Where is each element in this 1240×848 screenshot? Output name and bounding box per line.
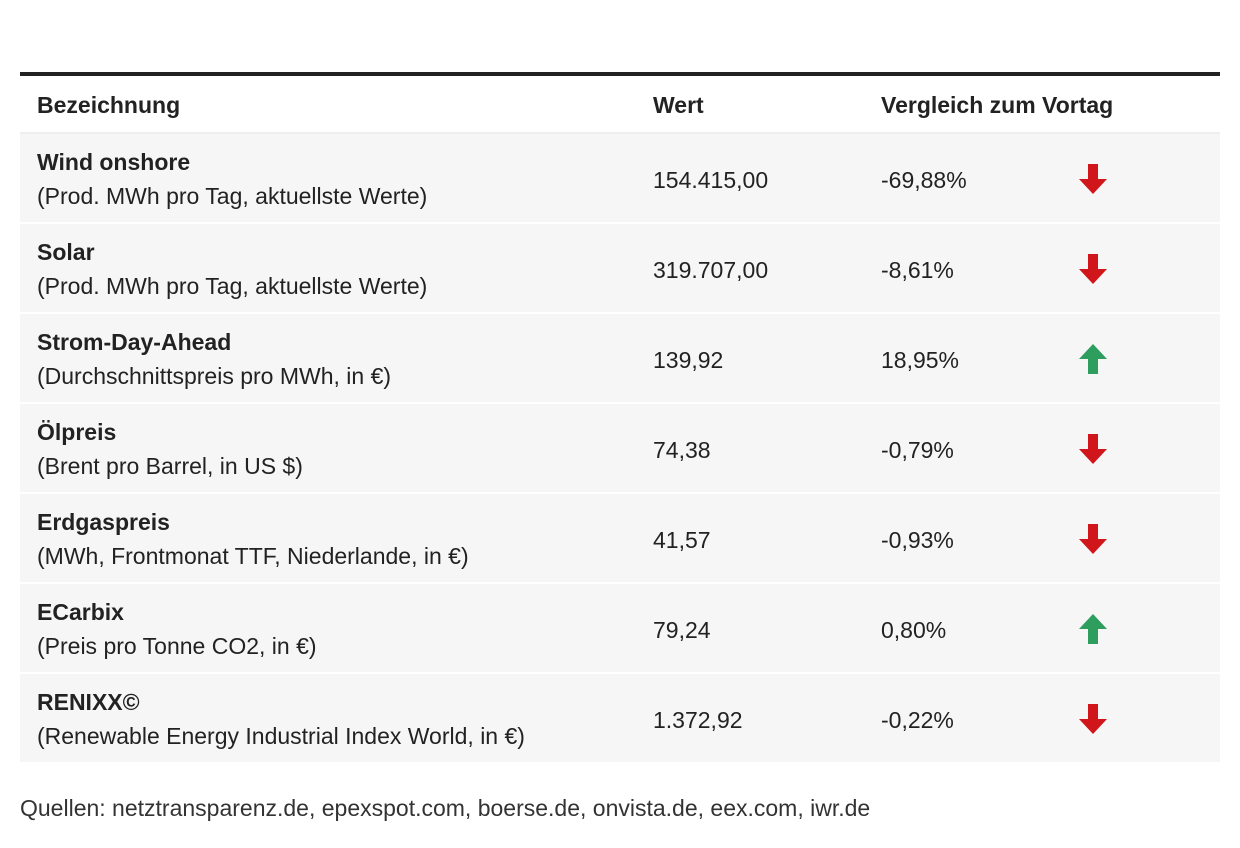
row-name: Strom-Day-Ahead	[37, 329, 232, 355]
header-cell: Bezeichnung	[37, 92, 181, 118]
row-value: 1.372,92	[653, 707, 743, 733]
row-name: Ölpreis	[37, 419, 117, 445]
row-change: 18,95%	[881, 347, 960, 373]
arrow-down	[1079, 434, 1107, 464]
row-description: (Brent pro Barrel, in US $)	[37, 453, 303, 479]
table-row: RENIXX© (Renewable Energy Industrial Inde…	[20, 674, 1220, 764]
table-row: Solar (Prod. MWh pro Tag, aktuellste Wert…	[20, 224, 1220, 314]
row-name: Erdgaspreis	[37, 509, 170, 535]
row-change: -0,79%	[881, 437, 954, 463]
row-description: (Prod. MWh pro Tag, aktuellste Werte)	[37, 183, 428, 209]
row-name: RENIXX©	[37, 689, 140, 715]
data-table: Bezeichnung Wert Vergleich zum Vortag Wi…	[20, 72, 1220, 764]
table-row: Strom-Day-Ahead (Durchschnittspreis pro M…	[20, 314, 1220, 404]
arrow-down	[1079, 524, 1107, 554]
row-value: 319.707,00	[653, 257, 769, 283]
arrow-shape	[1079, 434, 1107, 464]
row-value: 74,38	[653, 437, 711, 463]
arrow-shape	[1079, 704, 1107, 734]
arrow-down	[1079, 704, 1107, 734]
arrow-up	[1079, 614, 1107, 644]
arrow-down	[1079, 164, 1107, 194]
row-description: (Durchschnittspreis pro MWh, in €)	[37, 363, 392, 389]
row-name: ECarbix	[37, 599, 124, 625]
table-header: Bezeichnung Wert Vergleich zum Vortag	[20, 76, 1220, 134]
row-description: (Prod. MWh pro Tag, aktuellste Werte)	[37, 273, 428, 299]
arrow-down	[1079, 254, 1107, 284]
arrow-shape	[1079, 344, 1107, 374]
header-cell: Wert	[653, 92, 704, 118]
table-row: Erdgaspreis (MWh, Frontmonat TTF, Niederl…	[20, 494, 1220, 584]
row-name: Solar	[37, 239, 95, 265]
header-cell: Vergleich zum Vortag	[881, 92, 1114, 118]
table-row: ECarbix (Preis pro Tonne CO2, in €) 79,24 0…	[20, 584, 1220, 674]
row-description: (Preis pro Tonne CO2, in €)	[37, 633, 317, 659]
table-row: Ölpreis (Brent pro Barrel, in US $) 74,38 -…	[20, 404, 1220, 494]
arrow-up	[1079, 344, 1107, 374]
row-value: 139,92	[653, 347, 724, 373]
row-description: (MWh, Frontmonat TTF, Niederlande, in €)	[37, 543, 469, 569]
row-description: (Renewable Energy Industrial Index World…	[37, 723, 525, 749]
row-value: 79,24	[653, 617, 711, 643]
row-value: 41,57	[653, 527, 711, 553]
row-change: 0,80%	[881, 617, 947, 643]
arrow-shape	[1079, 254, 1107, 284]
row-change: -69,88%	[881, 167, 967, 193]
arrow-shape	[1079, 614, 1107, 644]
table-row: Wind onshore (Prod. MWh pro Tag, aktuells…	[20, 134, 1220, 224]
arrow-shape	[1079, 524, 1107, 554]
row-name: Wind onshore	[37, 149, 191, 175]
arrow-shape	[1079, 164, 1107, 194]
row-change: -0,93%	[881, 527, 954, 553]
row-change: -0,22%	[881, 707, 954, 733]
source-note: Quellen: netztransparenz.de, epexspot.co…	[20, 795, 871, 821]
row-change: -8,61%	[881, 257, 954, 283]
row-value: 154.415,00	[653, 167, 769, 193]
